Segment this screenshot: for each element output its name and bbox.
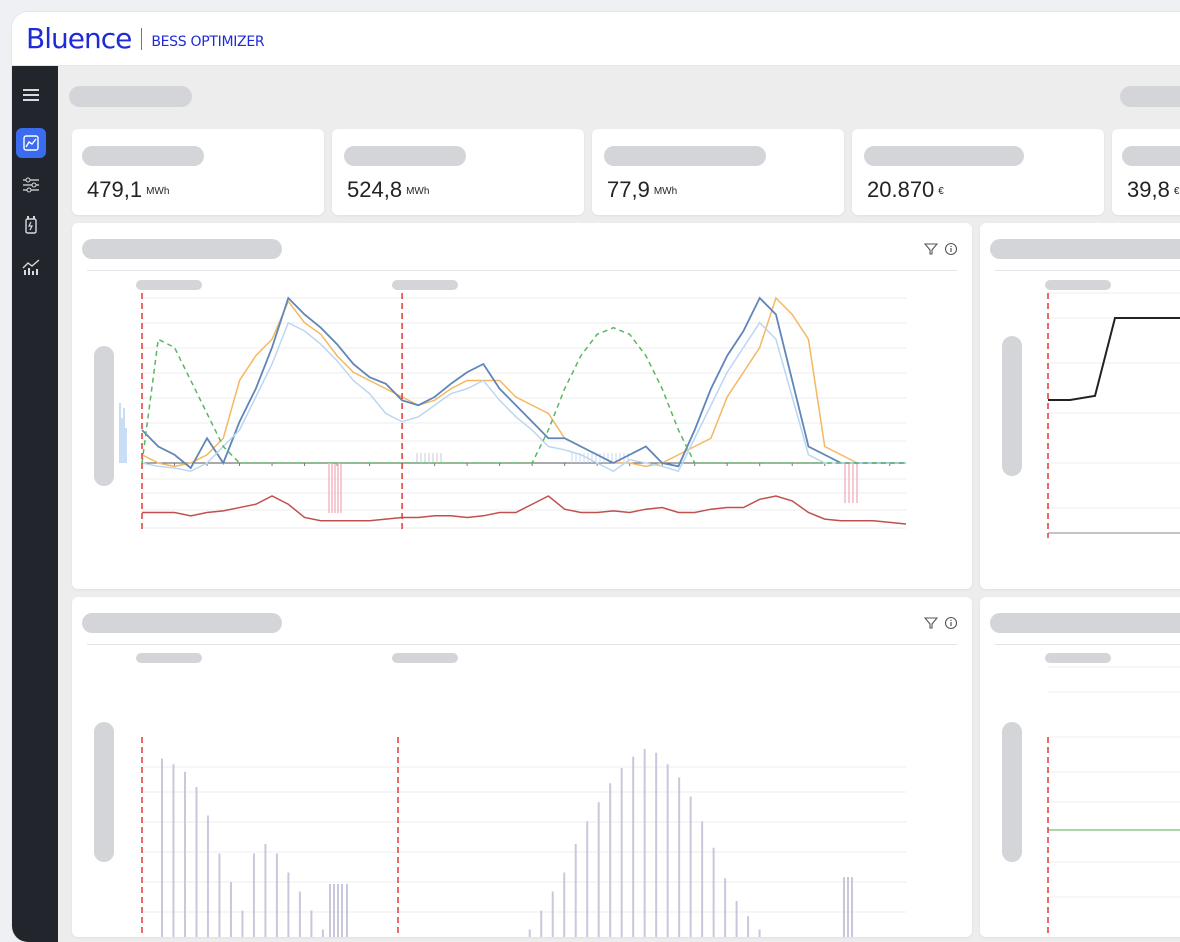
kpi-label-placeholder [864, 146, 1024, 166]
info-icon[interactable] [944, 242, 958, 261]
kpi-label-placeholder [604, 146, 766, 166]
battery-icon[interactable] [16, 210, 46, 240]
soc-line [1048, 317, 1180, 401]
trend-chart-icon[interactable] [16, 252, 46, 282]
card-title-placeholder [990, 613, 1180, 633]
kpi-unit: MWh [406, 185, 430, 197]
card-divider [87, 270, 957, 271]
main-area: 479,1 MWh 524,8 MWh 77,9 MWh 20.870 € 39,8 € [58, 66, 1180, 942]
sliders-icon[interactable] [16, 170, 46, 200]
legend-placeholder [136, 280, 202, 290]
y-axis-label-placeholder [1002, 722, 1022, 862]
kpi-card: 479,1 MWh [72, 129, 324, 215]
legend-placeholder [392, 653, 458, 663]
kpi-label-placeholder [344, 146, 466, 166]
app-window: Bluence BESS OPTIMIZER 479,1 MWh 524 [12, 12, 1180, 942]
kpi-card: 524,8 MWh [332, 129, 584, 215]
chart-card-prices [72, 223, 972, 589]
kpi-card: 20.870 € [852, 129, 1104, 215]
volume-bar-chart [141, 737, 906, 937]
kpi-unit: MWh [653, 185, 678, 197]
filter-icon[interactable] [923, 242, 939, 261]
y-axis-label-placeholder [94, 346, 114, 486]
sidebar [12, 66, 58, 942]
kpi-number: 524,8 [347, 177, 403, 202]
card-divider [995, 644, 1180, 645]
brand-logo[interactable]: Bluence [26, 22, 132, 55]
area-chart-icon[interactable] [16, 128, 46, 158]
kpi-number: 77,9 [607, 177, 650, 202]
info-icon[interactable] [944, 616, 958, 635]
page-title-placeholder [69, 86, 192, 107]
y-axis-label-placeholder [94, 722, 114, 862]
series-line-lightblue [141, 321, 906, 473]
kpi-label-placeholder [1122, 146, 1180, 166]
filter-icon[interactable] [923, 616, 939, 635]
legend-placeholder [392, 280, 458, 290]
kpi-card: 39,8 € [1112, 129, 1180, 215]
top-bar: Bluence BESS OPTIMIZER [12, 12, 1180, 66]
kpi-value: 479,1 MWh [87, 177, 169, 203]
menu-icon[interactable] [16, 80, 46, 110]
chart-card-soc [980, 223, 1180, 589]
series-line-blue [141, 296, 906, 470]
kpi-card: 77,9 MWh [592, 129, 844, 215]
kpi-number: 39,8 [1127, 177, 1170, 202]
card-title-placeholder [82, 239, 282, 259]
legend-placeholder [136, 653, 202, 663]
logo-divider [141, 27, 143, 50]
kpi-unit: € [1173, 185, 1180, 197]
card-divider [995, 270, 1180, 271]
product-name: BESS OPTIMIZER [151, 33, 265, 50]
header-action-placeholder [1120, 86, 1180, 107]
kpi-unit: MWh [146, 185, 170, 197]
card-title-placeholder [82, 613, 282, 633]
y-axis-label-placeholder [1002, 336, 1022, 476]
series-line-green-dashed [141, 326, 906, 464]
kpi-number: 479,1 [87, 177, 143, 202]
kpi-value: 39,8 € [1127, 177, 1179, 203]
chart-card-right-bottom [980, 597, 1180, 937]
kpi-label-placeholder [82, 146, 204, 166]
price-line-chart [119, 293, 907, 531]
series-line-red [142, 495, 907, 525]
kpi-unit: € [938, 185, 944, 197]
legend-placeholder [1045, 653, 1111, 663]
kpi-number: 20.870 [867, 177, 935, 202]
soc-line-chart [1047, 292, 1180, 538]
kpi-value: 524,8 MWh [347, 177, 429, 203]
series-line-orange [141, 296, 906, 468]
legend-placeholder [1045, 280, 1111, 290]
flat-line-chart [1047, 666, 1180, 937]
card-title-placeholder [990, 239, 1180, 259]
card-divider [87, 644, 957, 645]
chart-card-volumes [72, 597, 972, 937]
kpi-value: 20.870 € [867, 177, 944, 203]
kpi-value: 77,9 MWh [607, 177, 677, 203]
